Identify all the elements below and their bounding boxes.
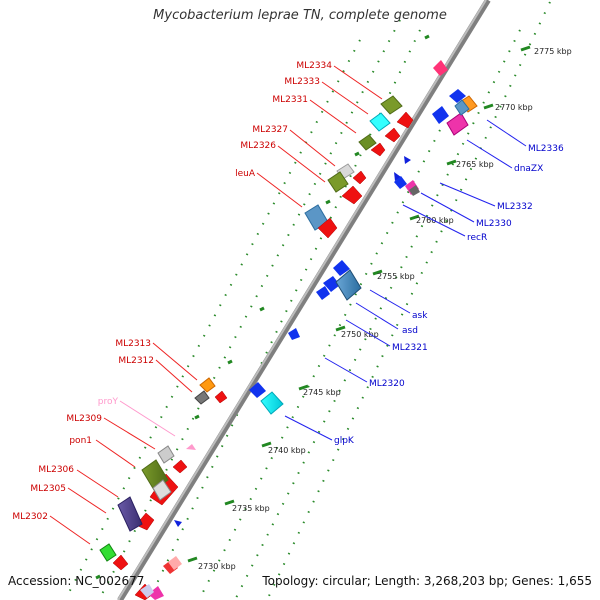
tick-2770: 2770 kbp [483,103,533,112]
tick-2750: 2750 kbp [335,325,379,339]
svg-text:2750 kbp: 2750 kbp [341,330,379,339]
label-ml2302: ML2302 [12,512,48,522]
feature-ml2330[interactable] [394,176,407,189]
svg-text:2755 kbp: 2755 kbp [377,272,415,281]
dotted-track-outer-left [65,39,361,599]
tick-2760: 2760 kbp [409,214,454,225]
label-leua: leuA [235,169,256,179]
feature-ml2312[interactable] [194,390,210,405]
svg-text:2770 kbp: 2770 kbp [495,103,533,112]
tick-2740: 2740 kbp [261,441,306,455]
tick-2735: 2735 kbp [224,499,270,513]
dotted-track-outer [267,1,551,599]
tick-2765: 2765 kbp [446,159,494,169]
feature-ml2326[interactable] [327,171,349,193]
feature-ml2336[interactable] [446,95,478,136]
feature-asd[interactable] [335,269,362,301]
dotted-track-inner-right [199,129,441,599]
label-ml2330: ML2330 [476,219,512,229]
label-pon1: pon1 [69,436,92,446]
tick-2745: 2745 kbp [298,384,341,397]
feature-dnazx[interactable] [432,89,470,124]
label-ml2333: ML2333 [284,77,320,87]
label-ml2326: ML2326 [240,141,276,151]
label-ask: ask [412,311,428,321]
svg-text:2730 kbp: 2730 kbp [198,562,236,571]
label-ml2336: ML2336 [528,144,564,154]
svg-text:2740 kbp: 2740 kbp [268,446,306,455]
label-ml2313: ML2313 [115,339,151,349]
label-dnazx: dnaZX [514,164,543,174]
label-ml2305: ML2305 [30,484,66,494]
label-ml2309: ML2309 [66,414,102,424]
left-labels: ML2334 ML2333 ML2331 ML2327 ML2326 leuA … [12,61,332,522]
feature-proy[interactable] [186,444,196,450]
label-proy: proY [98,397,119,407]
feature-ml2334[interactable] [380,95,403,115]
svg-text:2765 kbp: 2765 kbp [456,160,494,169]
label-ml2327: ML2327 [252,125,288,135]
left-label-connectors [49,65,383,545]
feature-ml2309[interactable] [157,445,175,464]
feature-right-small[interactable] [140,520,182,600]
label-ml2306: ML2306 [38,465,74,475]
label-ml2312: ML2312 [118,356,154,366]
feature-ml2302[interactable] [99,543,117,562]
feature-ml2331[interactable] [358,134,377,151]
feature-glpk[interactable] [249,382,284,415]
label-ml2320: ML2320 [369,379,405,389]
tick-2755: 2755 kbp [372,269,415,281]
feature-ml2306[interactable] [152,479,172,501]
svg-text:2735 kbp: 2735 kbp [232,504,270,513]
feature-top-pink[interactable] [433,60,448,76]
label-ml2331: ML2331 [272,95,308,105]
map-title: Mycobacterium leprae TN, complete genome [153,8,447,23]
feature-ask[interactable] [323,260,350,292]
accession-text: Accession: NC_002677 [8,574,145,588]
gene-arrows-red-left [112,111,414,600]
genome-summary: Topology: circular; Length: 3,268,203 bp… [262,574,592,588]
right-label-connectors [284,119,527,441]
label-ml2334: ML2334 [296,61,332,71]
feature-ml2313[interactable] [199,377,216,393]
label-recr: recR [467,233,487,243]
label-ml2332: ML2332 [497,202,533,212]
label-ml2321: ML2321 [392,343,428,353]
right-labels: ML2336 dnaZX ML2332 ML2330 recR ask asd … [334,144,564,446]
dotted-track-right [235,29,521,599]
feature-ml2333[interactable] [369,112,391,132]
genome-backbone [117,0,491,600]
tick-2775: 2775 kbp [520,45,572,56]
svg-text:2775 kbp: 2775 kbp [534,47,572,56]
svg-text:2745 kbp: 2745 kbp [303,388,341,397]
feature-ml2321[interactable] [316,286,330,300]
label-asd: asd [402,326,418,336]
feature-ml2320[interactable] [288,328,300,340]
tick-2730: 2730 kbp [187,556,236,571]
label-glpk: glpK [334,436,355,446]
feature-ml2305[interactable] [117,496,143,532]
feature-recr[interactable] [409,185,420,196]
